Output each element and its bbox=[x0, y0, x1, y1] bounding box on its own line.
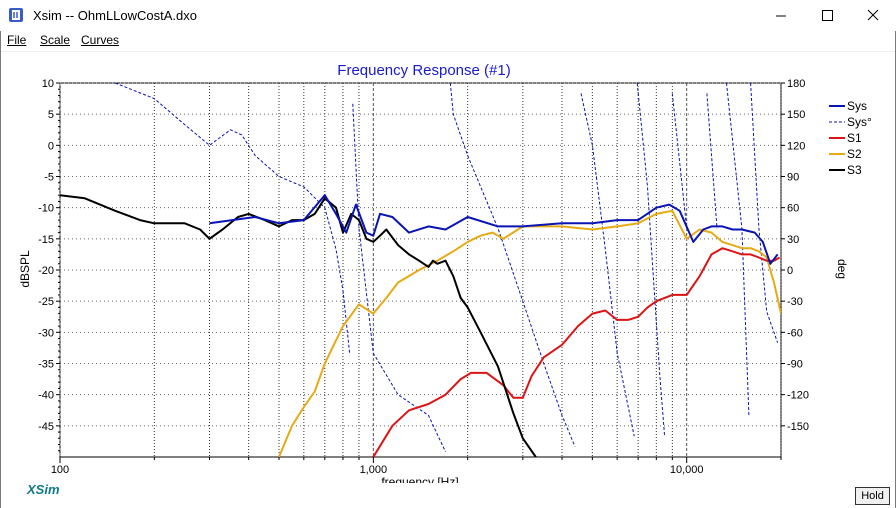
x-tick-label: 10,000 bbox=[670, 464, 704, 476]
close-button[interactable] bbox=[850, 0, 896, 31]
close-icon bbox=[867, 9, 879, 21]
menu-file[interactable]: File bbox=[7, 33, 26, 47]
y-tick-label: -10 bbox=[38, 203, 54, 215]
app-icon bbox=[9, 8, 23, 22]
y-tick-label: -30 bbox=[38, 327, 54, 339]
y-tick-label: 5 bbox=[48, 109, 54, 121]
minimize-button[interactable] bbox=[758, 0, 804, 31]
menu-curves[interactable]: Curves bbox=[81, 33, 119, 47]
menu-curves-label: Curves bbox=[81, 33, 120, 47]
y2-axis-label: deg bbox=[835, 259, 849, 279]
series-sys-phase bbox=[115, 83, 779, 453]
y-tick-label: -15 bbox=[38, 234, 54, 246]
y2-tick-label: 30 bbox=[787, 234, 799, 246]
menu-bar: File Scale Curves bbox=[0, 31, 896, 52]
y-tick-label: -25 bbox=[38, 296, 54, 308]
legend-label: S3 bbox=[847, 163, 862, 177]
y2-tick-label: 120 bbox=[787, 140, 805, 152]
legend-label: Sys° bbox=[847, 115, 872, 129]
minimize-icon bbox=[776, 15, 786, 17]
y-tick-label: -20 bbox=[38, 265, 54, 277]
y2-tick-label: -30 bbox=[787, 296, 803, 308]
y-tick-label: -45 bbox=[38, 421, 54, 433]
series-sys bbox=[209, 194, 779, 265]
series-layer bbox=[60, 83, 781, 457]
legend-label: Sys bbox=[847, 99, 867, 113]
legend: Sys Sys° S1 S2 S3 bbox=[829, 99, 872, 177]
y-tick-label: -35 bbox=[38, 359, 54, 371]
y2-tick-label: -90 bbox=[787, 359, 803, 371]
x-tick-label: 1,000 bbox=[360, 464, 388, 476]
y-axis-label: dBSPL bbox=[18, 250, 32, 288]
title-bar: Xsim -- OhmLLowCostA.dxo bbox=[0, 0, 896, 31]
y2-tick-label: 90 bbox=[787, 172, 799, 184]
window-title: Xsim -- OhmLLowCostA.dxo bbox=[33, 8, 197, 23]
menu-file-label: File bbox=[7, 33, 27, 47]
series-s1 bbox=[372, 247, 781, 457]
frequency-response-chart: Frequency Response (#1) 10 5 0 -5 -10 -15 -20 -… bbox=[18, 62, 872, 483]
hold-button[interactable]: Hold bbox=[855, 487, 890, 505]
y2-tick-label: 150 bbox=[787, 109, 805, 121]
series-s3 bbox=[60, 194, 537, 457]
y-tick-label: -40 bbox=[38, 390, 54, 402]
y-tick-label: 10 bbox=[42, 78, 54, 90]
x-tick-label: 100 bbox=[51, 464, 69, 476]
y-tick-label: 0 bbox=[48, 140, 54, 152]
brand-logo: XSim bbox=[27, 482, 60, 497]
y2-tick-label: 60 bbox=[787, 203, 799, 215]
y2-tick-label: 0 bbox=[787, 265, 793, 277]
chart-title: Frequency Response (#1) bbox=[337, 62, 510, 79]
window-frame-left bbox=[0, 31, 1, 508]
maximize-icon bbox=[822, 10, 833, 21]
legend-label: S1 bbox=[847, 131, 862, 145]
y2-tick-label: -60 bbox=[787, 327, 803, 339]
x-axis-label: frequency [Hz] bbox=[381, 475, 458, 483]
menu-scale[interactable]: Scale bbox=[40, 33, 70, 47]
y-tick-label: -5 bbox=[44, 172, 54, 184]
menu-scale-label: Scale bbox=[40, 33, 71, 47]
y2-tick-label: 180 bbox=[787, 78, 805, 90]
maximize-button[interactable] bbox=[804, 0, 850, 31]
axis-ticks: 10 5 0 -5 -10 -15 -20 -25 -30 -35 -40 -45 180 150 120 9… bbox=[38, 78, 809, 476]
y2-tick-label: -120 bbox=[787, 390, 809, 402]
legend-label: S2 bbox=[847, 147, 862, 161]
y2-tick-label: -150 bbox=[787, 421, 809, 433]
